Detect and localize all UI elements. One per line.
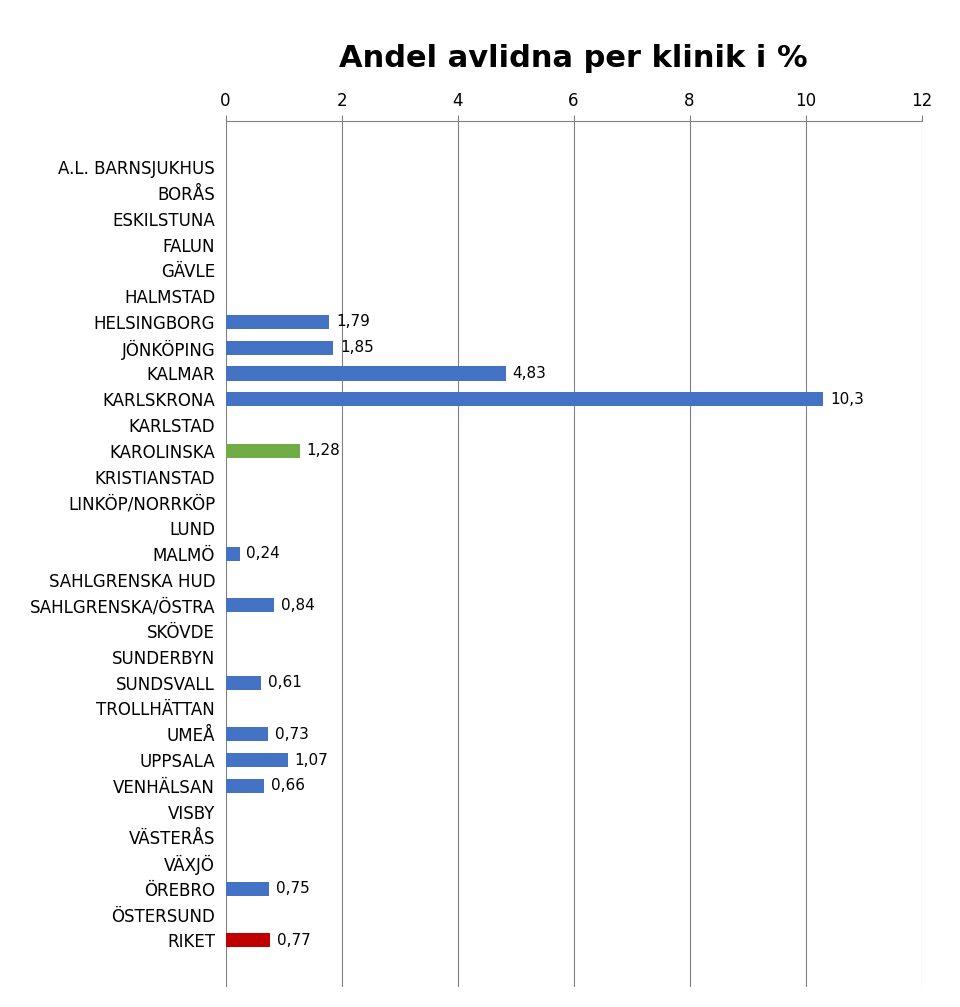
Bar: [226, 598, 275, 612]
Text: 1,07: 1,07: [295, 752, 328, 767]
Bar: [226, 547, 239, 561]
Bar: [226, 392, 823, 406]
Text: 0,73: 0,73: [275, 727, 309, 742]
Text: 0,61: 0,61: [268, 676, 301, 690]
Bar: [226, 315, 329, 329]
Bar: [226, 676, 261, 690]
Bar: [226, 727, 268, 741]
Text: 0,75: 0,75: [276, 881, 310, 896]
Bar: [226, 882, 269, 896]
Bar: [226, 340, 333, 354]
Text: 1,28: 1,28: [307, 443, 341, 458]
Text: 1,85: 1,85: [340, 340, 373, 355]
Bar: [226, 933, 271, 948]
Text: 1,79: 1,79: [336, 314, 371, 329]
Text: 0,84: 0,84: [281, 598, 315, 613]
Bar: [226, 444, 300, 458]
Text: 0,77: 0,77: [277, 932, 311, 948]
Text: 10,3: 10,3: [830, 392, 864, 407]
Title: Andel avlidna per klinik i %: Andel avlidna per klinik i %: [339, 44, 808, 74]
Bar: [226, 367, 506, 381]
Text: 0,24: 0,24: [247, 547, 280, 561]
Bar: [226, 778, 264, 793]
Bar: [226, 753, 288, 767]
Text: 0,66: 0,66: [271, 778, 305, 794]
Text: 4,83: 4,83: [513, 366, 546, 381]
